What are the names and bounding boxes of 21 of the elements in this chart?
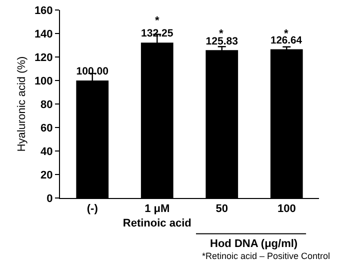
y-tick-label: 120 (34, 52, 53, 64)
x-tick-label: 100 (277, 203, 296, 216)
x-tick-label: 1 μM Retinoic acid (122, 203, 192, 230)
y-tick-label: 80 (40, 98, 53, 111)
y-tick-label: 40 (40, 146, 53, 158)
y-axis-title: Hyaluronic acid (%) (16, 56, 28, 152)
y-tick-label: 140 (34, 28, 53, 40)
x-tick-label: (-) (86, 203, 98, 216)
x-axis-title: Hod DNA (μg/ml) (210, 238, 298, 250)
data-label: 126.64 (270, 35, 302, 46)
y-tick-label: 0 (46, 192, 53, 205)
text: *Retinoic acid – Positive Control (202, 251, 330, 261)
y-tick-label: 100 (34, 75, 53, 88)
data-label: 125.83 (206, 35, 238, 48)
data-label: 100.00 (76, 66, 109, 78)
y-tick-label: 60 (40, 122, 53, 134)
annotation: * (155, 15, 160, 27)
y-tick-label: 160 (34, 4, 53, 17)
x-tick-label: 50 (216, 203, 228, 216)
data-label: 132.25 (140, 28, 174, 40)
y-tick-label: 20 (40, 169, 53, 182)
